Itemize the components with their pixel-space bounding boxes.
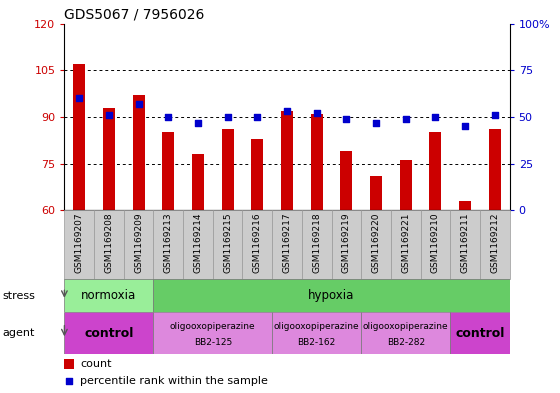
Text: GSM1169216: GSM1169216 [253,212,262,273]
Bar [430,132,441,210]
Bar [272,210,302,279]
Text: oligooxopiperazine: oligooxopiperazine [363,321,449,331]
Bar [421,210,450,279]
Text: control: control [455,327,505,340]
Bar [183,210,213,279]
Point [105,112,114,118]
FancyBboxPatch shape [361,312,450,354]
Text: GSM1169219: GSM1169219 [342,212,351,273]
Text: count: count [80,358,111,369]
Text: oligooxopiperazine: oligooxopiperazine [274,321,360,331]
Bar [213,210,242,279]
Text: stress: stress [3,291,36,301]
Point [401,116,410,122]
Text: GSM1169208: GSM1169208 [104,212,114,273]
Point [431,114,440,120]
Text: GSM1169207: GSM1169207 [74,212,84,273]
Bar [251,139,263,210]
Bar [73,64,85,210]
Text: GSM1169213: GSM1169213 [164,212,173,273]
FancyBboxPatch shape [450,312,510,354]
Point [223,114,232,120]
Text: GSM1169217: GSM1169217 [282,212,292,273]
Point [282,108,291,114]
Point [194,119,203,126]
Text: GSM1169214: GSM1169214 [193,212,203,273]
Text: GSM1169220: GSM1169220 [371,212,381,273]
FancyBboxPatch shape [153,312,272,354]
Point [164,114,173,120]
Bar [103,108,115,210]
Bar [489,129,501,210]
Bar [450,210,480,279]
Bar [370,176,382,210]
Text: GSM1169218: GSM1169218 [312,212,321,273]
Text: GSM1169211: GSM1169211 [460,212,470,273]
Point [372,119,381,126]
Bar [124,210,153,279]
Text: GSM1169212: GSM1169212 [490,212,500,273]
FancyBboxPatch shape [64,312,153,354]
Bar [64,210,94,279]
Bar [332,210,361,279]
Text: GSM1169215: GSM1169215 [223,212,232,273]
Bar [162,132,174,210]
Bar [281,111,293,210]
Text: GDS5067 / 7956026: GDS5067 / 7956026 [64,7,205,22]
Point [312,110,321,116]
Point [491,112,500,118]
Bar [340,151,352,210]
Point [460,123,469,129]
Bar [480,210,510,279]
Text: BB2-125: BB2-125 [194,338,232,347]
Bar [153,210,183,279]
Text: GSM1169209: GSM1169209 [134,212,143,273]
Bar [391,210,421,279]
FancyBboxPatch shape [272,312,361,354]
Bar [222,129,234,210]
Bar [64,359,74,369]
Text: percentile rank within the sample: percentile rank within the sample [80,376,268,386]
Bar [242,210,272,279]
Bar [192,154,204,210]
FancyBboxPatch shape [64,279,153,312]
Text: agent: agent [3,328,35,338]
Text: hypoxia: hypoxia [309,289,354,302]
Bar [311,114,323,210]
Point [75,95,84,101]
Bar [302,210,332,279]
Text: oligooxopiperazine: oligooxopiperazine [170,321,255,331]
FancyBboxPatch shape [153,279,510,312]
Text: control: control [84,327,134,340]
Point [134,101,143,107]
Text: GSM1169221: GSM1169221 [401,212,410,273]
Bar [94,210,124,279]
Bar [133,95,144,210]
Bar [459,201,471,210]
Text: BB2-282: BB2-282 [386,338,425,347]
Bar [400,160,412,210]
Point [253,114,262,120]
Point [342,116,351,122]
Point [327,298,336,304]
Bar [361,210,391,279]
Text: BB2-162: BB2-162 [297,338,336,347]
Text: GSM1169210: GSM1169210 [431,212,440,273]
Text: normoxia: normoxia [81,289,137,302]
